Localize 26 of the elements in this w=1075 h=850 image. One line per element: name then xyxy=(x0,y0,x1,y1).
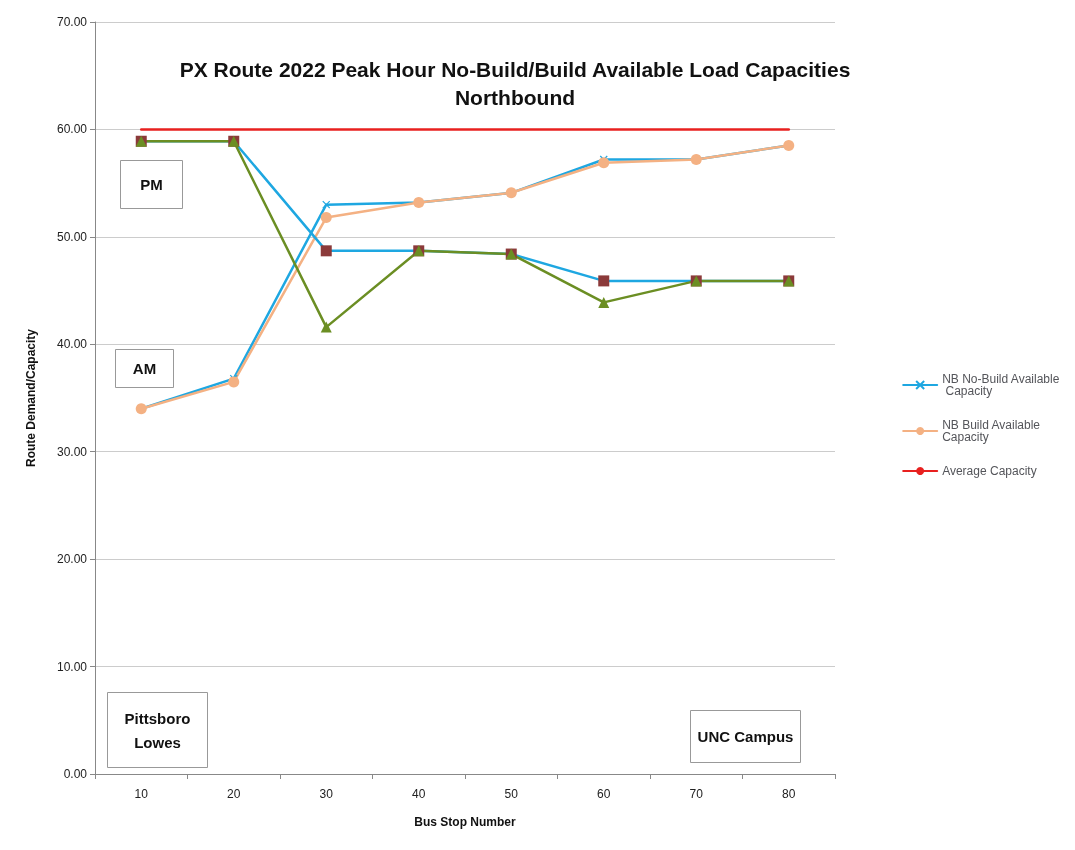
y-tick-label: 40.00 xyxy=(56,337,88,352)
x-tick-label: 70 xyxy=(689,787,704,801)
y-tick-label: 10.00 xyxy=(56,659,88,674)
x-axis-title: Bus Stop Number xyxy=(414,815,516,829)
legend-label: NB Build Available Capacity xyxy=(942,418,1044,444)
annotation: PM xyxy=(140,176,163,193)
x-tick-label: 80 xyxy=(782,787,796,801)
x-tick-label: 50 xyxy=(504,787,519,801)
y-tick-label: 0.00 xyxy=(63,767,88,781)
text: PX Route 2022 Peak Hour No-Build/Build Available Load Capacities Northbound xyxy=(179,57,851,109)
x-tick-label: 10 xyxy=(134,787,149,801)
legend-label: NB No-Build Available Capacity xyxy=(942,372,1060,398)
x-tick-label: 40 xyxy=(412,787,426,801)
y-axis-title: Route Demand/Capacity xyxy=(24,328,38,468)
legend-label: Average Capacity xyxy=(942,464,1037,478)
annotation: Pittsboro Lowes xyxy=(124,709,191,751)
y-tick-label: 60.00 xyxy=(56,122,88,137)
annotation: UNC Campus xyxy=(697,728,794,745)
y-tick-label: 70.00 xyxy=(56,15,88,29)
x-tick-label: 30 xyxy=(319,787,334,801)
x-tick-label: 60 xyxy=(597,787,611,801)
y-tick-label: 20.00 xyxy=(56,552,88,567)
y-tick-label: 30.00 xyxy=(56,444,88,459)
y-tick-label: 50.00 xyxy=(56,229,88,244)
x-tick-label: 20 xyxy=(227,787,241,801)
annotation: AM xyxy=(132,360,157,377)
